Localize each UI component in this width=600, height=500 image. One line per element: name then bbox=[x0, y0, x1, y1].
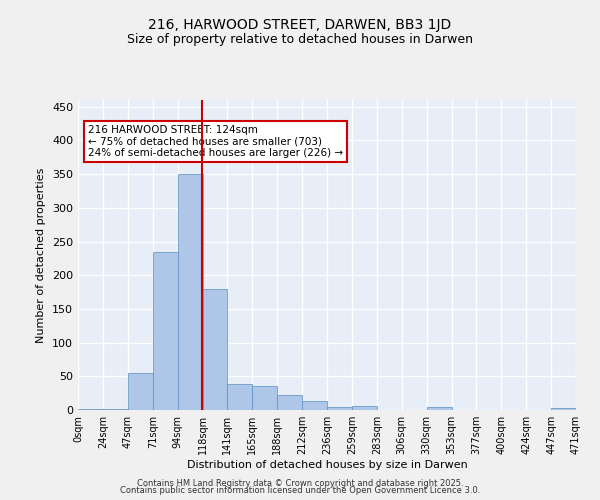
Text: 216, HARWOOD STREET, DARWEN, BB3 1JD: 216, HARWOOD STREET, DARWEN, BB3 1JD bbox=[148, 18, 452, 32]
Text: Contains public sector information licensed under the Open Government Licence 3.: Contains public sector information licen… bbox=[120, 486, 480, 495]
Bar bbox=[152, 252, 178, 410]
Text: 216 HARWOOD STREET: 124sqm
← 75% of detached houses are smaller (703)
24% of sem: 216 HARWOOD STREET: 124sqm ← 75% of deta… bbox=[88, 125, 343, 158]
Bar bbox=[352, 406, 377, 410]
Bar bbox=[178, 174, 203, 410]
Bar bbox=[277, 395, 302, 410]
Text: Contains HM Land Registry data © Crown copyright and database right 2025.: Contains HM Land Registry data © Crown c… bbox=[137, 478, 463, 488]
Bar bbox=[227, 384, 253, 410]
X-axis label: Distribution of detached houses by size in Darwen: Distribution of detached houses by size … bbox=[187, 460, 467, 470]
Bar bbox=[78, 408, 103, 410]
Text: Size of property relative to detached houses in Darwen: Size of property relative to detached ho… bbox=[127, 32, 473, 46]
Bar bbox=[253, 386, 277, 410]
Bar bbox=[551, 408, 576, 410]
Bar bbox=[128, 373, 153, 410]
Bar bbox=[302, 401, 327, 410]
Bar bbox=[427, 408, 452, 410]
Bar bbox=[327, 406, 352, 410]
Bar bbox=[103, 408, 128, 410]
Bar bbox=[203, 288, 227, 410]
Y-axis label: Number of detached properties: Number of detached properties bbox=[37, 168, 46, 342]
